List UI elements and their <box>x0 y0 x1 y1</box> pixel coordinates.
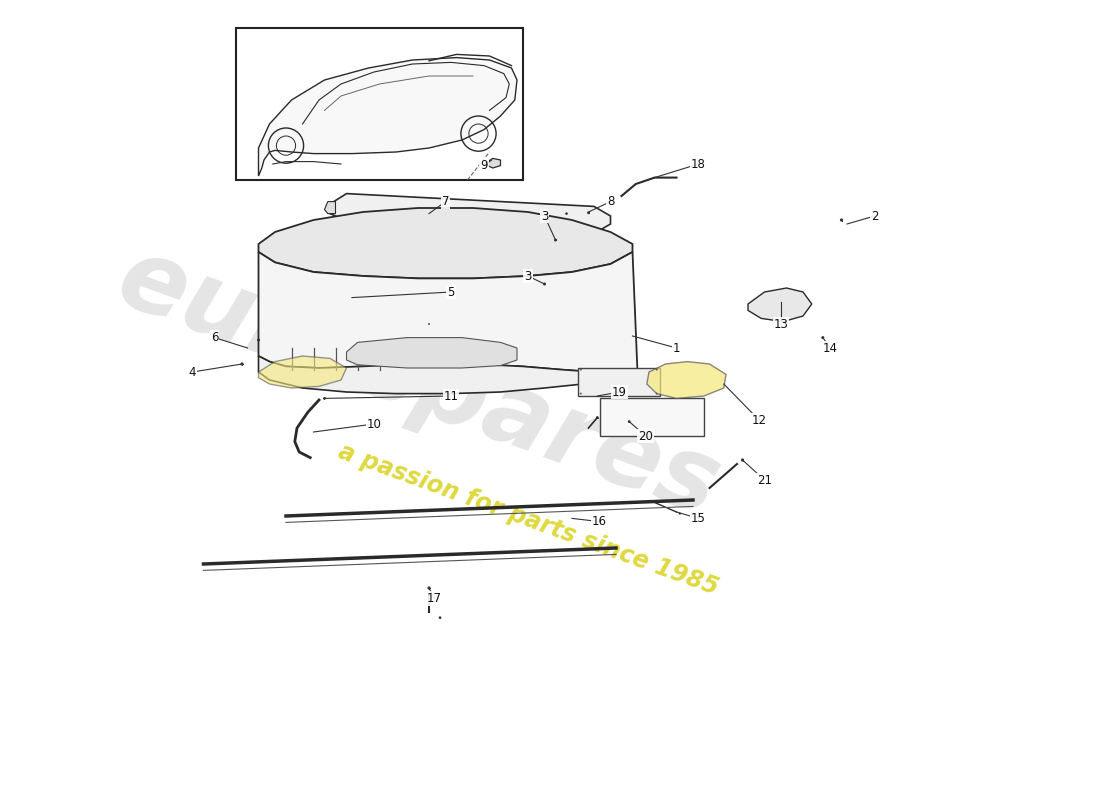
Bar <box>578 368 660 396</box>
Text: 3: 3 <box>541 210 548 222</box>
Polygon shape <box>258 356 346 388</box>
Text: 19: 19 <box>612 386 627 398</box>
Text: 16: 16 <box>592 515 607 528</box>
Text: 3: 3 <box>525 270 531 282</box>
Polygon shape <box>748 288 812 322</box>
Text: 13: 13 <box>773 318 789 330</box>
Polygon shape <box>346 338 517 368</box>
Circle shape <box>323 398 326 399</box>
Text: 21: 21 <box>757 474 772 486</box>
Text: 1: 1 <box>673 342 680 354</box>
Polygon shape <box>286 284 374 310</box>
Text: a passion for parts since 1985: a passion for parts since 1985 <box>334 440 722 600</box>
Polygon shape <box>647 362 726 398</box>
Text: 8: 8 <box>607 195 614 208</box>
Text: 9: 9 <box>481 159 487 172</box>
Polygon shape <box>258 252 638 384</box>
Text: eurospares: eurospares <box>104 230 732 538</box>
Text: 4: 4 <box>189 366 196 378</box>
Text: 20: 20 <box>638 430 653 442</box>
Text: 5: 5 <box>448 286 454 298</box>
Text: 7: 7 <box>442 195 449 208</box>
Polygon shape <box>258 58 517 176</box>
Polygon shape <box>324 202 336 214</box>
Text: 15: 15 <box>691 512 706 525</box>
Text: 6: 6 <box>211 331 218 344</box>
Text: 17: 17 <box>427 592 442 605</box>
Text: 10: 10 <box>366 418 382 430</box>
Polygon shape <box>258 208 632 278</box>
Bar <box>236 28 522 180</box>
Bar <box>600 398 704 436</box>
Polygon shape <box>484 158 500 168</box>
Text: 18: 18 <box>691 158 706 170</box>
Text: 12: 12 <box>751 414 767 426</box>
Text: 14: 14 <box>823 342 838 354</box>
Polygon shape <box>258 356 636 394</box>
Text: 2: 2 <box>871 210 878 222</box>
Polygon shape <box>330 194 610 234</box>
Text: 11: 11 <box>443 390 459 402</box>
